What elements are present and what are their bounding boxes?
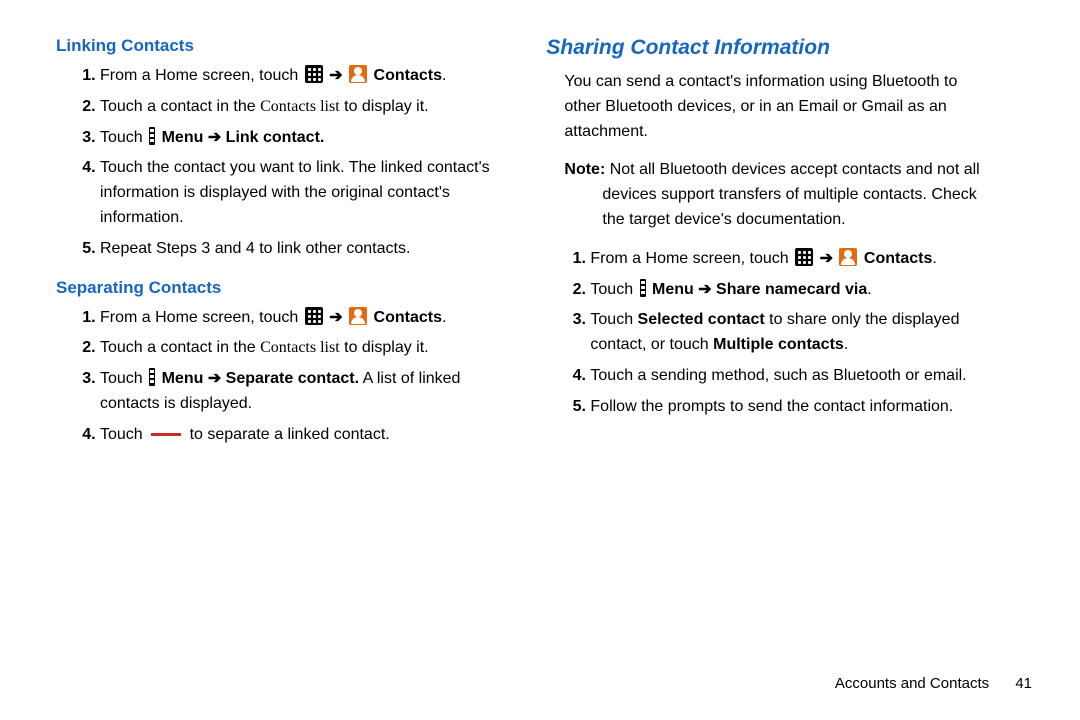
text: . [932, 250, 936, 267]
heading-separating: Separating Contacts [56, 278, 506, 298]
text: Touch [100, 129, 147, 146]
left-column: Linking Contacts From a Home screen, tou… [56, 36, 526, 720]
text: to display it. [340, 339, 429, 356]
text: From a Home screen, touch [100, 309, 303, 326]
step: Touch Selected contact to share only the… [590, 308, 996, 358]
text-bold: Menu ➔ Separate contact. [162, 370, 359, 387]
text-bold: Menu ➔ Share namecard via [652, 281, 867, 298]
text: Repeat Steps 3 and 4 to link other conta… [100, 240, 410, 257]
arrow-icon: ➔ [329, 309, 342, 326]
step: Touch to separate a linked contact. [100, 423, 506, 448]
step: Touch the contact you want to link. The … [100, 156, 506, 230]
text: Touch the contact you want to link. The … [100, 159, 490, 226]
step: Repeat Steps 3 and 4 to link other conta… [100, 237, 506, 262]
contacts-icon [349, 307, 367, 325]
text: From a Home screen, touch [590, 250, 793, 267]
sharing-steps: From a Home screen, touch ➔ Contacts. To… [546, 247, 996, 420]
chapter-name: Accounts and Contacts [835, 675, 989, 692]
text: Touch [100, 370, 147, 387]
text-bold: Selected contact [638, 311, 765, 328]
step: Touch a contact in the Contacts list to … [100, 95, 506, 120]
linking-steps: From a Home screen, touch ➔ Contacts. To… [56, 64, 506, 262]
apps-grid-icon [305, 307, 323, 325]
text-bold: Contacts [864, 250, 932, 267]
arrow-icon: ➔ [820, 250, 833, 267]
step: Touch Menu ➔ Separate contact. A list of… [100, 367, 506, 417]
step: Touch a contact in the Contacts list to … [100, 336, 506, 361]
text: Touch [590, 281, 637, 298]
contacts-icon [839, 248, 857, 266]
note-label: Note: [564, 161, 605, 178]
step: Follow the prompts to send the contact i… [590, 395, 996, 420]
text: to display it. [340, 98, 429, 115]
text: Touch a sending method, such as Bluetoot… [590, 367, 966, 384]
separating-steps: From a Home screen, touch ➔ Contacts. To… [56, 306, 506, 448]
manual-page: Linking Contacts From a Home screen, tou… [0, 0, 1080, 720]
note-block: Note: Not all Bluetooth devices accept c… [546, 158, 996, 232]
step: Touch Menu ➔ Link contact. [100, 126, 506, 151]
text: to separate a linked contact. [190, 426, 390, 443]
menu-icon [149, 127, 155, 145]
contacts-icon [349, 65, 367, 83]
text-bold: Contacts [374, 309, 442, 326]
note-text: Not all Bluetooth devices accept contact… [602, 161, 979, 228]
text: Touch [590, 311, 637, 328]
text: . [442, 309, 446, 326]
text: . [867, 281, 871, 298]
page-number: 41 [1015, 675, 1032, 692]
heading-sharing: Sharing Contact Information [546, 36, 996, 60]
text: From a Home screen, touch [100, 67, 303, 84]
text: Follow the prompts to send the contact i… [590, 398, 953, 415]
menu-icon [640, 279, 646, 297]
step: From a Home screen, touch ➔ Contacts. [100, 306, 506, 331]
apps-grid-icon [305, 65, 323, 83]
text-bold: Menu ➔ Link contact. [162, 129, 325, 146]
text: . [442, 67, 446, 84]
step: From a Home screen, touch ➔ Contacts. [590, 247, 996, 272]
menu-icon [149, 368, 155, 386]
text: Touch [100, 426, 147, 443]
right-column: Sharing Contact Information You can send… [526, 36, 996, 720]
text: Touch a contact in the [100, 98, 260, 115]
text: . [844, 336, 848, 353]
step: Touch Menu ➔ Share namecard via. [590, 278, 996, 303]
page-footer: Accounts and Contacts 41 [835, 675, 1032, 692]
text-bold: Contacts [374, 67, 442, 84]
step: Touch a sending method, such as Bluetoot… [590, 364, 996, 389]
text-bold: Multiple contacts [713, 336, 844, 353]
step: From a Home screen, touch ➔ Contacts. [100, 64, 506, 89]
apps-grid-icon [795, 248, 813, 266]
text: Touch a contact in the [100, 339, 260, 356]
text-alt-font: Contacts list [260, 339, 340, 356]
heading-linking: Linking Contacts [56, 36, 506, 56]
intro-text: You can send a contact's information usi… [546, 70, 996, 144]
text-alt-font: Contacts list [260, 98, 340, 115]
minus-icon [151, 433, 181, 436]
arrow-icon: ➔ [329, 67, 342, 84]
